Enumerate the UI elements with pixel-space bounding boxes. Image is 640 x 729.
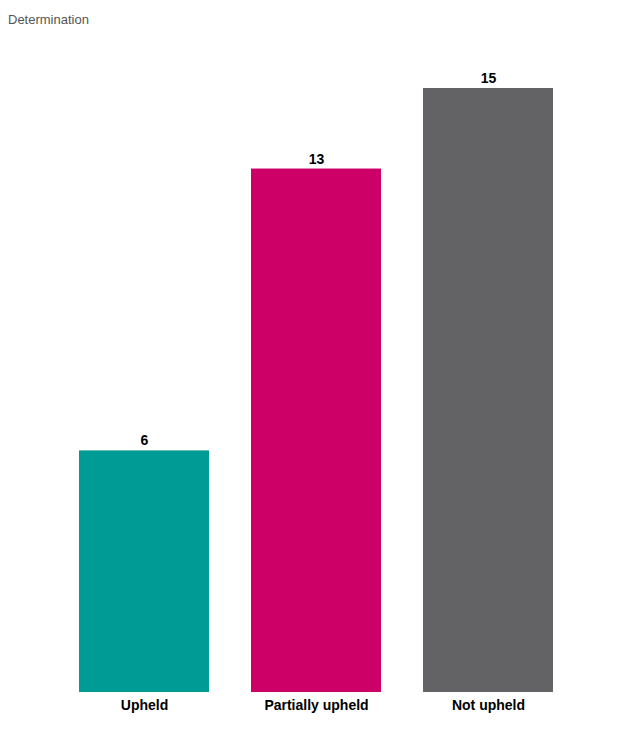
html-text:Determination: Determination bbox=[8, 12, 89, 27]
svg-text:15: 15 bbox=[481, 70, 497, 86]
svg-text:Not upheld: Not upheld bbox=[452, 697, 525, 713]
svg-text:13: 13 bbox=[309, 151, 325, 167]
svg-text:Upheld: Upheld bbox=[121, 697, 168, 713]
svg-text:Partially upheld: Partially upheld bbox=[264, 697, 368, 713]
svg-text:6: 6 bbox=[141, 432, 149, 448]
